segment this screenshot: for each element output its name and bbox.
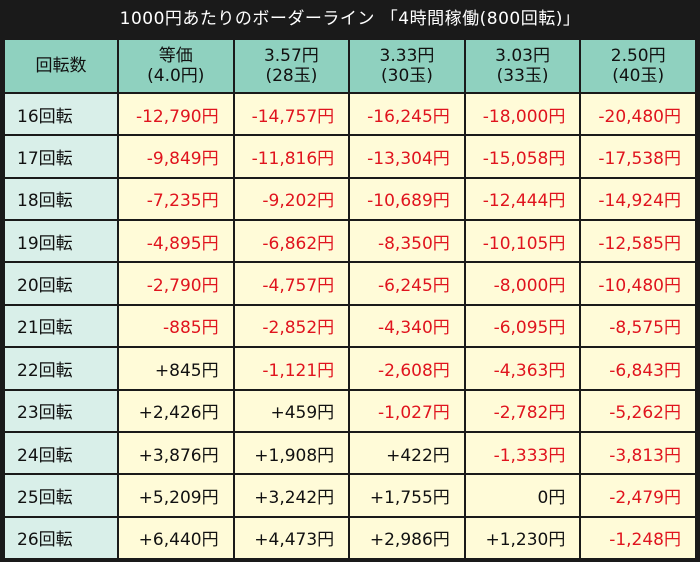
row-label: 25回転: [5, 475, 117, 516]
value-cell: -16,245円: [350, 94, 464, 135]
value-cell: -14,757円: [234, 94, 349, 135]
header-col-4: 3.03円 (33玉): [465, 40, 580, 92]
value-cell: -5,262円: [581, 390, 695, 431]
row-label: 24回転: [5, 432, 117, 474]
table-row: 21回転 -885円 -2,852円 -4,340円 -6,095円 -8,575円: [5, 305, 695, 347]
value-cell: -6,245円: [350, 263, 464, 304]
row-label: 20回転: [5, 263, 117, 304]
value-cell: -12,444円: [465, 178, 580, 220]
value-cell: +845円: [119, 348, 233, 389]
value-cell: -4,340円: [350, 305, 464, 347]
value-cell: +4,473円: [234, 517, 349, 558]
border-line-table: 回転数 等価 (4.0円) 3.57円 (28玉) 3.33円 (30玉) 3.03円…: [3, 38, 697, 560]
value-cell: -9,202円: [234, 178, 349, 220]
table-row: 17回転 -9,849円 -11,816円 -13,304円 -15,058円 -17,5…: [5, 136, 695, 177]
row-label: 23回転: [5, 390, 117, 431]
value-cell: -9,849円: [119, 136, 233, 177]
value-cell: -12,790円: [119, 94, 233, 135]
header-col-1: 等価 (4.0円): [119, 40, 233, 92]
header-rotations: 回転数: [5, 40, 117, 92]
table-row: 19回転 -4,895円 -6,862円 -8,350円 -10,105円 -12,585…: [5, 221, 695, 262]
table-row: 25回転 +5,209円 +3,242円 +1,755円 0円 -2,479円: [5, 475, 695, 516]
row-label: 21回転: [5, 305, 117, 347]
value-cell: -1,027円: [350, 390, 464, 431]
value-cell: -17,538円: [581, 136, 695, 177]
row-label: 22回転: [5, 348, 117, 389]
value-cell: -7,235円: [119, 178, 233, 220]
value-cell: +422円: [350, 432, 464, 474]
value-cell: +459円: [234, 390, 349, 431]
value-cell: -10,689円: [350, 178, 464, 220]
value-cell: +1,908円: [234, 432, 349, 474]
value-cell: -14,924円: [581, 178, 695, 220]
table-body: 16回転 -12,790円 -14,757円 -16,245円 -18,000円 -20,…: [5, 94, 695, 558]
value-cell: +3,242円: [234, 475, 349, 516]
value-cell: -1,248円: [581, 517, 695, 558]
row-label: 26回転: [5, 517, 117, 558]
value-cell: -10,480円: [581, 263, 695, 304]
value-cell: +2,986円: [350, 517, 464, 558]
value-cell: -13,304円: [350, 136, 464, 177]
value-cell: -6,095円: [465, 305, 580, 347]
table-row: 22回転 +845円 -1,121円 -2,608円 -4,363円 -6,843円: [5, 348, 695, 389]
table-row: 16回転 -12,790円 -14,757円 -16,245円 -18,000円 -20,…: [5, 94, 695, 135]
table-title: 1000円あたりのボーダーライン 「4時間稼働(800回転)」: [119, 9, 581, 29]
value-cell: -1,121円: [234, 348, 349, 389]
value-cell: -2,608円: [350, 348, 464, 389]
value-cell: -10,105円: [465, 221, 580, 262]
value-cell: -2,852円: [234, 305, 349, 347]
table-row: 20回転 -2,790円 -4,757円 -6,245円 -8,000円 -10,480円: [5, 263, 695, 304]
value-cell: -1,333円: [465, 432, 580, 474]
row-label: 17回転: [5, 136, 117, 177]
row-label: 19回転: [5, 221, 117, 262]
header-col-5: 2.50円 (40玉): [581, 40, 695, 92]
table-row: 26回転 +6,440円 +4,473円 +2,986円 +1,230円 -1,248円: [5, 517, 695, 558]
table-row: 18回転 -7,235円 -9,202円 -10,689円 -12,444円 -14,92…: [5, 178, 695, 220]
table-row: 24回転 +3,876円 +1,908円 +422円 -1,333円 -3,813円: [5, 432, 695, 474]
value-cell: -4,757円: [234, 263, 349, 304]
value-cell: +2,426円: [119, 390, 233, 431]
value-cell: -20,480円: [581, 94, 695, 135]
value-cell: +6,440円: [119, 517, 233, 558]
value-cell: -8,575円: [581, 305, 695, 347]
value-cell: -2,790円: [119, 263, 233, 304]
value-cell: +1,755円: [350, 475, 464, 516]
value-cell: 0円: [465, 475, 580, 516]
header-col-3: 3.33円 (30玉): [350, 40, 464, 92]
value-cell: -15,058円: [465, 136, 580, 177]
value-cell: +3,876円: [119, 432, 233, 474]
value-cell: -11,816円: [234, 136, 349, 177]
value-cell: +5,209円: [119, 475, 233, 516]
value-cell: -18,000円: [465, 94, 580, 135]
value-cell: -2,782円: [465, 390, 580, 431]
value-cell: -12,585円: [581, 221, 695, 262]
header-row: 回転数 等価 (4.0円) 3.57円 (28玉) 3.33円 (30玉) 3.03円…: [5, 40, 695, 92]
value-cell: -6,862円: [234, 221, 349, 262]
value-cell: -8,000円: [465, 263, 580, 304]
row-label: 16回転: [5, 94, 117, 135]
value-cell: -3,813円: [581, 432, 695, 474]
row-label: 18回転: [5, 178, 117, 220]
value-cell: -4,363円: [465, 348, 580, 389]
value-cell: -6,843円: [581, 348, 695, 389]
value-cell: -2,479円: [581, 475, 695, 516]
value-cell: -885円: [119, 305, 233, 347]
value-cell: -4,895円: [119, 221, 233, 262]
value-cell: +1,230円: [465, 517, 580, 558]
value-cell: -8,350円: [350, 221, 464, 262]
header-col-2: 3.57円 (28玉): [234, 40, 349, 92]
table-row: 23回転 +2,426円 +459円 -1,027円 -2,782円 -5,262円: [5, 390, 695, 431]
